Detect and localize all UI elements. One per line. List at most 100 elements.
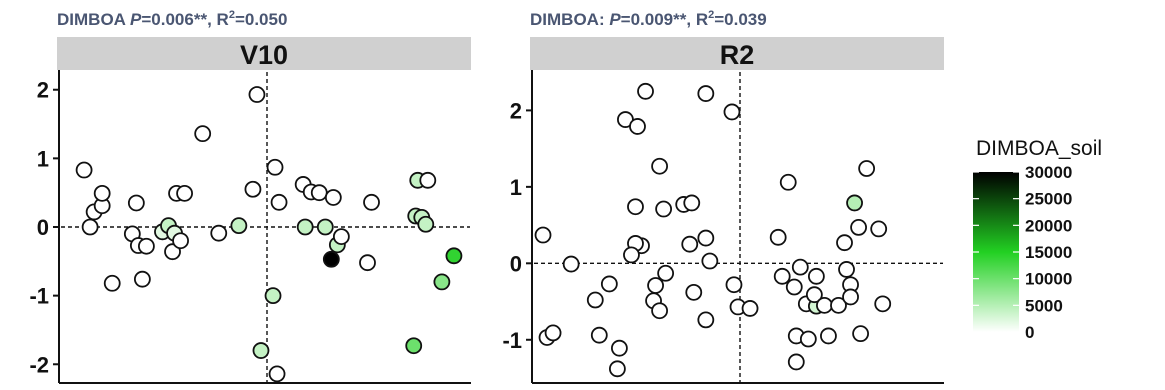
scatter-point (651, 157, 668, 175)
scatter-point (419, 171, 437, 189)
legend: DIMBOA_soil 30000 25000 20000 15000 10000 500… (973, 137, 1102, 342)
legend-label: 25000 (1025, 190, 1072, 209)
scatter-point (850, 218, 867, 236)
scatter-point (701, 252, 719, 270)
scatter-point (324, 189, 342, 206)
scatter-point (194, 125, 212, 143)
scatter-point (164, 243, 181, 261)
scatter-point (137, 237, 155, 255)
legend-colorbar (973, 172, 1019, 332)
y-tick-label: 0 (37, 215, 49, 240)
legend-label: 15000 (1025, 243, 1072, 262)
panel-r2: DIMBOA: P=0.009**, R2=0.039 R2 -1 0 1 2 (502, 9, 944, 384)
scatter-point (651, 302, 668, 320)
scatter-point (870, 220, 888, 238)
scatter-point (741, 300, 759, 317)
scatter-point (266, 158, 284, 176)
scatter-point (852, 325, 869, 343)
scatter-point (807, 267, 825, 285)
scatter-point (787, 353, 805, 371)
scatter-point (248, 86, 266, 103)
panel-v10-strip-label: V10 (240, 40, 288, 70)
scatter-point (608, 360, 626, 378)
scatter-point (562, 255, 580, 273)
scatter-point (611, 339, 628, 357)
legend-label: 5000 (1025, 296, 1063, 315)
scatter-point (544, 324, 562, 342)
scatter-point (332, 228, 350, 246)
scatter-point (697, 311, 715, 329)
scatter-point (81, 218, 99, 236)
scatter-point (791, 258, 809, 276)
scatter-point (433, 273, 451, 291)
panel-v10: DIMBOA P=0.006**, R2=0.050 V10 -2 -1 0 1 2 (29, 9, 471, 384)
scatter-point (723, 103, 741, 121)
scatter-point (127, 194, 145, 212)
scatter-point (657, 264, 675, 282)
y-tick-label: 1 (510, 175, 522, 200)
scatter-point (264, 287, 282, 305)
scatter-point (637, 82, 654, 100)
panel-v10-title: DIMBOA P=0.006**, R2=0.050 (57, 9, 287, 29)
scatter-point (176, 184, 193, 202)
scatter-point (816, 296, 833, 314)
y-tick-label: 2 (510, 98, 522, 123)
scatter-point (623, 246, 640, 264)
y-tick-label: -1 (502, 328, 522, 353)
legend-label: 30000 (1025, 163, 1072, 182)
y-tick-label: 1 (37, 146, 49, 171)
scatter-point (769, 228, 787, 246)
scatter-point (836, 234, 853, 252)
scatter-point (103, 274, 121, 292)
scatter-point (252, 342, 270, 359)
scatter-point (534, 226, 552, 244)
scatter-point (785, 278, 803, 296)
scatter-point (697, 85, 715, 102)
scatter-point (590, 326, 608, 344)
legend-label: 10000 (1025, 270, 1072, 289)
scatter-point (830, 296, 847, 314)
scatter-point (296, 218, 314, 236)
scatter-point (359, 254, 376, 272)
scatter-point (268, 365, 286, 383)
scatter-point (779, 173, 797, 191)
scatter-point (133, 270, 151, 288)
scatter-point (697, 229, 715, 247)
y-tick-label: 0 (510, 251, 522, 276)
y-tick-label: -2 (29, 352, 49, 377)
scatter-point (600, 275, 618, 293)
scatter-point (316, 218, 334, 236)
scatter-point (445, 247, 463, 265)
scatter-point (627, 198, 644, 216)
scatter-point (858, 160, 876, 177)
scatter-point (230, 217, 248, 235)
scatter-point (270, 193, 288, 211)
scatter-point (363, 193, 380, 211)
scatter-point (647, 277, 664, 294)
legend-label: 20000 (1025, 216, 1072, 235)
panel-r2-strip (530, 37, 944, 70)
scatter-point (805, 286, 823, 304)
scatter-point (172, 232, 189, 250)
scatter-point (681, 235, 699, 253)
scatter-point (244, 180, 262, 198)
scatter-point (655, 200, 673, 218)
scatter-point (75, 161, 93, 179)
panel-r2-strip-label: R2 (720, 40, 755, 70)
scatter-point (685, 283, 703, 301)
scatter-point (838, 261, 855, 278)
legend-title: DIMBOA_soil (976, 137, 1102, 160)
scatter-point (846, 194, 863, 212)
scatter-point (210, 224, 228, 242)
y-tick-label: -1 (29, 284, 49, 309)
scatter-point (310, 184, 328, 202)
scatter-point (683, 194, 701, 212)
scatter-point (322, 250, 340, 268)
scatter-point (586, 291, 604, 309)
panel-v10-strip (57, 37, 471, 70)
scatter-point (417, 215, 435, 233)
scatter-point (820, 327, 837, 345)
panel-r2-title: DIMBOA: P=0.009**, R2=0.039 (530, 9, 767, 29)
scatter-point (629, 118, 646, 135)
